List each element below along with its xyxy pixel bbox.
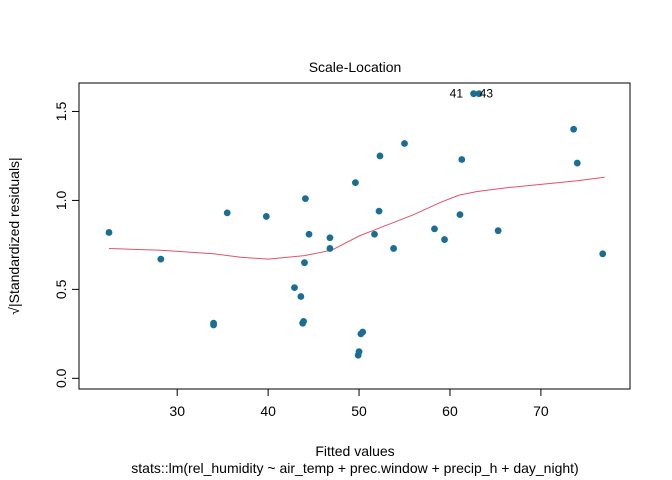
data-point	[297, 293, 305, 300]
x-tick-label: 30	[169, 403, 185, 419]
data-point	[573, 159, 581, 167]
data-point	[376, 152, 384, 160]
plot-area-frame	[78, 82, 631, 390]
data-point	[470, 90, 478, 98]
data-point	[390, 245, 397, 252]
data-point	[262, 213, 270, 220]
data-point	[210, 319, 217, 327]
data-point	[570, 125, 578, 133]
data-point	[475, 90, 483, 98]
data-point	[599, 250, 607, 258]
data-point	[300, 317, 307, 325]
data-point	[355, 348, 363, 356]
data-point	[291, 284, 298, 291]
data-point	[301, 259, 308, 267]
axis-ticks: 30 40 50 60 70 0.0 0.5 1.0 1.5	[53, 102, 549, 419]
chart-title: Scale-Location	[309, 59, 402, 75]
data-point	[359, 328, 367, 336]
x-tick-label: 70	[533, 403, 549, 419]
smooth-line	[108, 176, 605, 260]
y-tick-label: 1.0	[53, 190, 69, 210]
data-point	[326, 245, 334, 252]
x-tick-label: 50	[351, 403, 367, 419]
data-point	[431, 225, 438, 233]
chart-subtitle: stats::lm(rel_humidity ~ air_temp + prec…	[131, 460, 578, 476]
point-label: 41	[450, 87, 464, 101]
point-label: 43	[480, 87, 494, 101]
y-tick-label: 1.5	[53, 102, 69, 122]
data-point	[326, 234, 334, 242]
data-point	[401, 140, 408, 147]
data-point	[223, 209, 231, 217]
data-point	[375, 207, 383, 215]
data-point	[352, 179, 359, 187]
data-point	[458, 156, 466, 163]
data-point	[494, 227, 502, 235]
x-tick-label: 60	[442, 403, 458, 419]
data-point	[157, 255, 165, 263]
data-point	[105, 229, 113, 236]
data-point	[302, 195, 309, 203]
data-point	[371, 230, 378, 238]
y-tick-label: 0.5	[53, 279, 69, 299]
smooth-line-group	[108, 176, 605, 260]
data-point	[441, 236, 448, 243]
data-point	[456, 211, 464, 219]
points-group	[105, 90, 607, 359]
x-tick-label: 40	[260, 403, 276, 419]
data-point	[305, 230, 313, 238]
y-axis-label: √|Standardized residuals|	[6, 157, 22, 314]
annotations-group: 41 43	[450, 87, 494, 101]
x-axis-label: Fitted values	[315, 443, 394, 459]
y-tick-label: 0.0	[53, 368, 69, 388]
